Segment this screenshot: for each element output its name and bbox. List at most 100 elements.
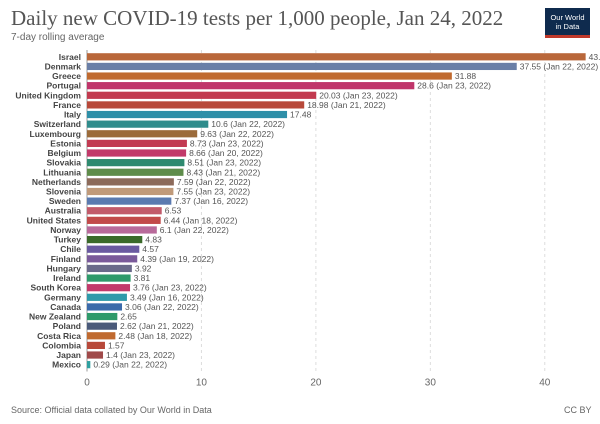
bar-denmark[interactable] [87,62,517,71]
value-label: 43.57 (Jan 23, 2022) [589,52,600,62]
category-label: Poland [53,321,81,331]
bar-portugal[interactable] [87,82,415,90]
bar-slovakia[interactable] [87,159,185,167]
source-note[interactable]: Source: Official data collated by Our Wo… [11,405,212,415]
category-label: Turkey [54,235,82,245]
x-tick-label: 10 [196,377,208,388]
value-label: 7.37 (Jan 16, 2022) [174,196,248,206]
category-label: Denmark [45,61,82,71]
x-tick-label: 40 [539,377,551,388]
logo-line-2: in Data [555,21,580,31]
value-label: 6.44 (Jan 18, 2022) [164,215,238,225]
value-label: 7.59 (Jan 22, 2022) [177,177,251,187]
bar-israel[interactable] [87,53,586,61]
bar-poland[interactable] [87,322,117,330]
bar-united-states[interactable] [87,216,161,224]
bar-switzerland[interactable] [87,120,209,128]
x-tick-label: 0 [84,377,90,388]
value-label: 3.06 (Jan 22, 2022) [125,302,199,312]
category-label: Israel [59,52,81,62]
value-label: 18.98 (Jan 21, 2022) [307,100,386,110]
bar-colombia[interactable] [87,341,105,350]
bar-ireland[interactable] [87,274,131,282]
category-label: Switzerland [34,119,81,129]
value-label: 6.53 [165,206,182,216]
bar-costa-rica[interactable] [87,332,116,340]
value-label: 3.76 (Jan 23, 2022) [133,283,207,293]
value-label: 17.48 [290,110,312,120]
category-label: United Kingdom [15,90,81,100]
category-label: New Zealand [29,312,81,322]
value-label: 3.81 [134,273,151,283]
category-label: Finland [51,254,81,264]
bar-germany[interactable] [87,293,127,301]
bar-turkey[interactable] [87,235,143,244]
bar-hungary[interactable] [87,264,132,273]
category-label: Lithuania [43,167,81,177]
chart-subtitle: 7-day rolling average [11,32,105,43]
bar-luxembourg[interactable] [87,130,198,138]
x-axis-ticks: 0 10 20 30 40 [84,377,551,388]
value-label: 4.83 [145,235,162,245]
chart-title: Daily new COVID-19 tests per 1,000 peopl… [11,6,504,30]
value-label: 4.57 [142,244,159,254]
bar-united-kingdom[interactable] [87,91,317,99]
bar-belgium[interactable] [87,149,187,157]
category-label: Portugal [47,81,81,91]
value-label: 8.73 (Jan 23, 2022) [190,138,264,148]
category-label: Netherlands [32,177,81,187]
category-label: Greece [52,71,81,81]
bar-lithuania[interactable] [87,168,184,176]
bar-chile[interactable] [87,245,140,253]
category-label: Slovakia [47,158,82,168]
bar-mexico[interactable] [87,361,91,369]
bar-japan[interactable] [87,351,104,359]
value-label: 20.03 (Jan 23, 2022) [319,90,398,100]
bar-italy[interactable] [87,110,288,119]
value-label: 10.6 (Jan 22, 2022) [211,119,285,129]
category-label: Mexico [52,360,81,370]
value-label: 28.6 (Jan 23, 2022) [417,81,491,91]
logo-line-1: Our World [550,12,585,22]
value-label: 1.57 [108,340,125,350]
category-label: Estonia [50,138,81,148]
value-label: 0.29 (Jan 22, 2022) [93,360,167,370]
value-label: 37.55 (Jan 22, 2022) [520,61,599,71]
category-label: Chile [60,244,81,254]
value-label: 3.92 [135,263,152,273]
value-label: 6.1 (Jan 22, 2022) [160,225,229,235]
bar-australia[interactable] [87,207,162,215]
bar-greece[interactable] [87,72,452,80]
bar-canada[interactable] [87,303,123,311]
category-label: South Korea [30,283,81,293]
value-label: 2.62 (Jan 21, 2022) [120,321,194,331]
category-label: Japan [56,350,81,360]
category-label: Ireland [53,273,81,283]
bar-france[interactable] [87,101,305,109]
x-tick-label: 20 [310,377,322,388]
bars [87,53,586,369]
value-label: 9.63 (Jan 22, 2022) [200,129,274,139]
category-label: Germany [44,292,81,302]
value-label: 3.49 (Jan 16, 2022) [130,292,204,302]
category-label: Canada [50,302,81,312]
bar-sweden[interactable] [87,197,172,205]
value-label: 2.65 [120,312,137,322]
category-label: Slovenia [46,186,81,196]
category-label: Norway [50,225,81,235]
bar-south-korea[interactable] [87,284,131,292]
category-label: Belgium [47,148,81,158]
category-label: Colombia [42,340,81,350]
bar-netherlands[interactable] [87,178,174,186]
bar-estonia[interactable] [87,139,187,147]
bar-norway[interactable] [87,226,157,234]
bar-finland[interactable] [87,255,138,263]
license-label[interactable]: CC BY [564,405,592,415]
bar-slovenia[interactable] [87,187,174,196]
value-label: 2.48 (Jan 18, 2022) [118,331,192,341]
category-label: Hungary [47,263,82,273]
owid-logo[interactable]: Our World in Data [545,8,590,38]
bar-new-zealand[interactable] [87,312,118,321]
